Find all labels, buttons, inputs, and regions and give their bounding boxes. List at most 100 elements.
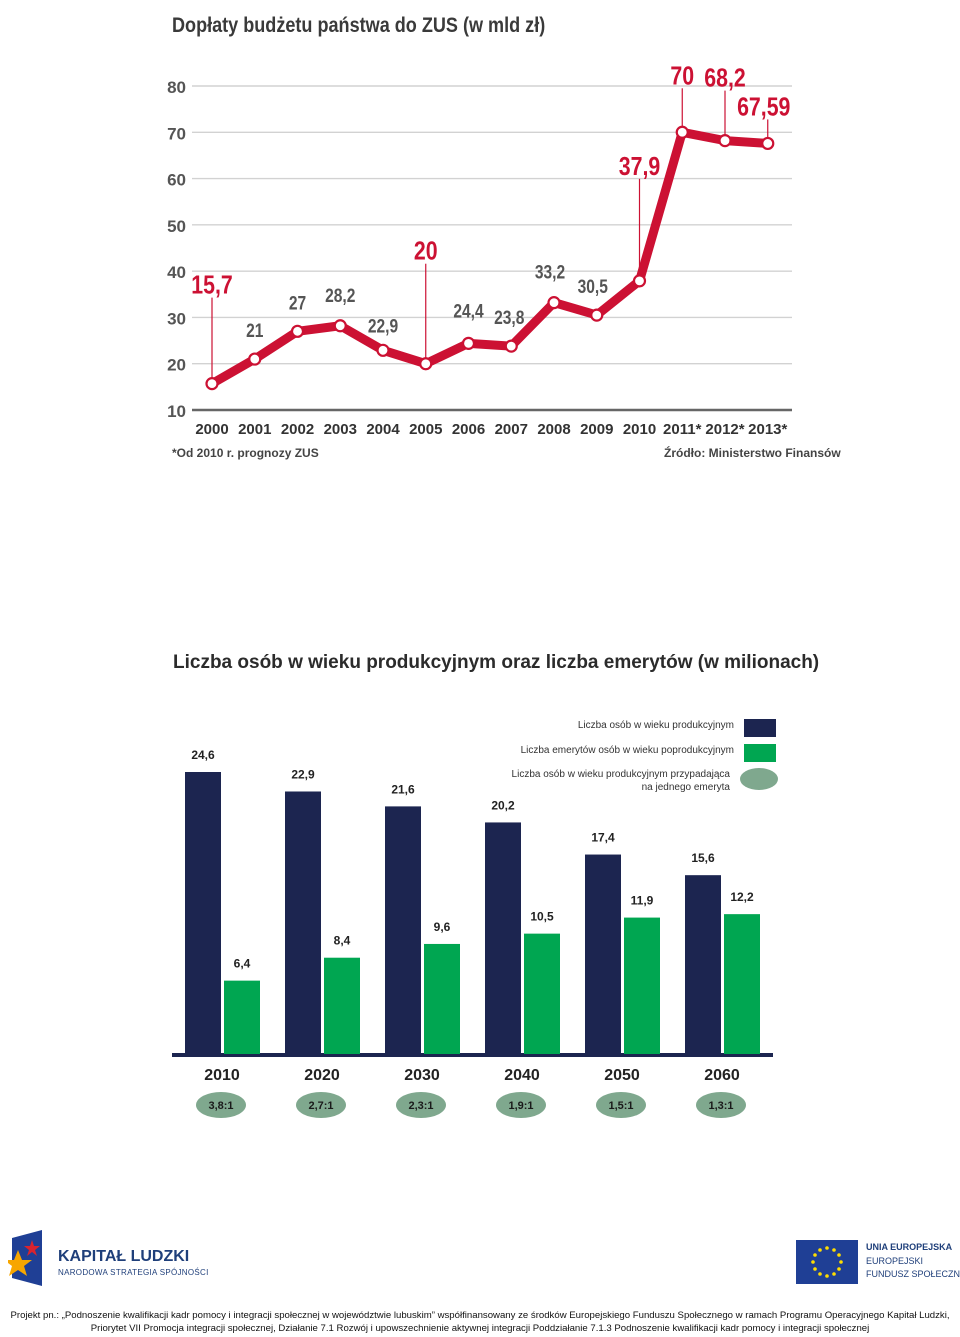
kapital-ludzki-logo: KAPITAŁ LUDZKI NARODOWA STRATEGIA SPÓJNO…: [8, 1228, 208, 1292]
bar-value-label: 11,9: [631, 894, 654, 908]
bar-chart: 24,6 6,4 2010 3,8:1 22,9 8,4 2020 2,7:1 21,6 9,6 2…: [172, 748, 773, 1118]
bar-retirees: [624, 917, 660, 1054]
x-tick-label: 2007: [495, 421, 528, 438]
ratio-badge: [496, 1092, 546, 1118]
legend-swatch-retirees: [744, 744, 776, 762]
eu-logo: UNIA EUROPEJSKA EUROPEJSKI FUNDUSZ SPOŁE…: [796, 1240, 960, 1286]
ratio-label: 2,3:1: [408, 1100, 433, 1112]
legend-label-retirees: Liczba emerytów osób w wieku poprodukcyj…: [520, 745, 734, 756]
ratio-badge: [596, 1092, 646, 1118]
x-tick-label: 2002: [281, 421, 314, 438]
forecast-note: *Od 2010 r. prognozy ZUS: [172, 446, 319, 460]
bar-value-label: 24,6: [191, 748, 215, 762]
x-tick-label: 2010: [623, 421, 656, 438]
x-tick-label: 2006: [452, 421, 485, 438]
legend-item-retirees: Liczba emerytów osób w wieku poprodukcyj…: [521, 744, 776, 762]
bar-chart-title: Liczba osób w wieku produkcyjnym oraz li…: [173, 652, 820, 673]
data-label: 21: [246, 320, 264, 342]
project-footer-line2: Priorytet VII Promocja integracji społec…: [90, 1322, 870, 1334]
ratio-label: 2,7:1: [308, 1100, 333, 1112]
bar-retirees: [324, 957, 360, 1054]
data-point: [675, 125, 689, 139]
legend-swatch-working-age: [744, 719, 776, 737]
bar-value-label: 9,6: [434, 920, 451, 934]
ratio-badge: [696, 1092, 746, 1118]
category-label: 2060: [704, 1067, 740, 1084]
data-label: 27: [289, 292, 306, 314]
data-point: [248, 352, 262, 366]
category-label: 2030: [404, 1067, 440, 1084]
data-point: [461, 336, 476, 350]
kapital-ludzki-subtitle: NARODOWA STRATEGIA SPÓJNOŚCI: [58, 1268, 209, 1277]
ratio-badge: [296, 1092, 346, 1118]
data-label: 22,9: [368, 315, 399, 337]
y-tick-label: 40: [167, 263, 186, 282]
bar-retirees: [724, 914, 760, 1054]
data-point: [419, 357, 433, 371]
x-tick-label: 2001: [238, 421, 271, 438]
ratio-label: 3,8:1: [208, 1100, 233, 1112]
ratio-label: 1,5:1: [608, 1100, 633, 1112]
data-label: 24,4: [453, 300, 484, 322]
y-tick-label: 70: [167, 124, 186, 143]
legend-item-working-age: Liczba osób w wieku produkcyjnym: [578, 719, 776, 737]
kapital-ludzki-emblem-icon: [8, 1230, 42, 1286]
bar-retirees: [224, 980, 260, 1054]
x-tick-label: 2009: [580, 421, 613, 438]
eu-label-line2: EUROPEJSKI: [866, 1256, 924, 1266]
legend-label-ratio: Liczba osób w wieku produkcyjnym przypad…: [512, 768, 730, 794]
data-label: 20: [414, 237, 438, 267]
x-tick-label: 2012*: [705, 421, 744, 438]
bar-value-label: 21,6: [391, 782, 415, 796]
ratio-label: 1,3:1: [708, 1100, 733, 1112]
data-label: 70: [670, 61, 694, 91]
category-label: 2010: [204, 1067, 240, 1084]
x-tick-label: 2013*: [748, 421, 787, 438]
ratio-badge: [196, 1092, 246, 1118]
bar-value-label: 6,4: [234, 957, 251, 971]
ratio-label: 1,9:1: [508, 1100, 533, 1112]
series-line: [207, 127, 773, 389]
legend-label-ratio-line2: na jednego emeryta: [641, 782, 730, 793]
x-tick-label: 2003: [324, 421, 357, 438]
category-label: 2050: [604, 1067, 640, 1084]
category-label: 2040: [504, 1067, 540, 1084]
y-tick-label: 10: [167, 402, 186, 421]
data-point: [504, 339, 518, 353]
data-label: 28,2: [325, 284, 355, 306]
data-point: [205, 377, 219, 391]
data-label: 67,59: [737, 92, 790, 122]
x-tick-label: 2004: [366, 421, 400, 438]
bar-retirees: [424, 943, 460, 1054]
data-point: [376, 343, 390, 357]
x-tick-label: 2005: [409, 421, 442, 438]
line-chart: 10 20 30 40 50 60 70 80 2000 2001 2002 2003 2004 2005…: [167, 61, 792, 438]
bar-working-age: [685, 875, 721, 1054]
bar-working-age: [185, 772, 221, 1054]
x-tick-label: 2011*: [663, 421, 702, 438]
data-label: 15,7: [191, 271, 232, 301]
bar-value-label: 12,2: [730, 890, 754, 904]
bar-working-age: [385, 806, 421, 1054]
ratio-badge: [396, 1092, 446, 1118]
bar-value-label: 22,9: [291, 767, 315, 781]
bar-value-label: 10,5: [530, 910, 554, 924]
y-tick-label: 60: [167, 171, 186, 190]
y-tick-label: 50: [167, 217, 186, 236]
eu-flag-icon: [796, 1240, 858, 1284]
data-label: 33,2: [535, 261, 565, 283]
project-footer: Projekt pn.: „Podnoszenie kwalifikacji k…: [0, 1310, 960, 1336]
bar-working-age: [485, 822, 521, 1054]
data-point: [333, 319, 347, 333]
data-label: 68,2: [704, 64, 745, 94]
data-label: 37,9: [619, 152, 660, 182]
kapital-ludzki-title: KAPITAŁ LUDZKI: [58, 1248, 190, 1265]
bar-value-label: 20,2: [491, 798, 515, 812]
y-tick-label: 20: [167, 356, 186, 375]
data-point: [761, 136, 775, 151]
data-point: [718, 134, 732, 148]
bar-value-label: 17,4: [591, 831, 615, 845]
x-tick-label: 2008: [537, 421, 570, 438]
legend-swatch-ratio: [740, 768, 778, 790]
bar-retirees: [524, 933, 560, 1054]
